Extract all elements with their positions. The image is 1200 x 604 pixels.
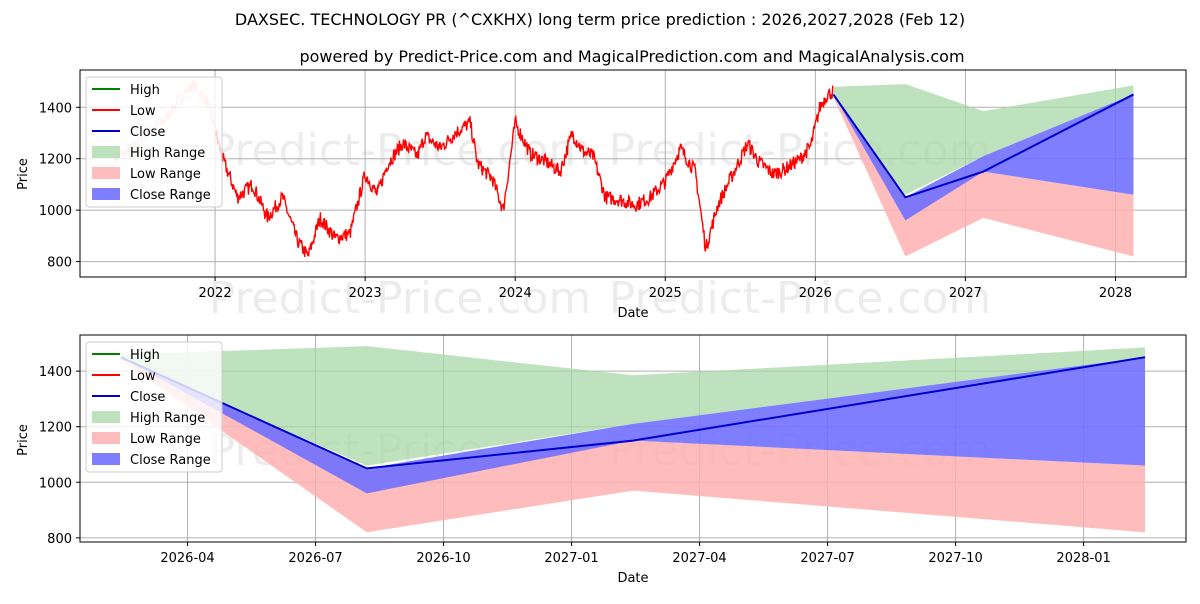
legend-swatch-patch: [92, 167, 120, 179]
x-axis-label: Date: [617, 571, 648, 586]
legend-label: Close Range: [130, 453, 211, 468]
legend-swatch-patch: [92, 411, 120, 423]
legend-label: High Range: [130, 146, 205, 161]
chart-subtitle: powered by Predict-Price.com and Magical…: [299, 47, 964, 66]
close-prediction-line: [120, 356, 1146, 470]
plot-frame: [79, 334, 1187, 543]
watermark: Predict-Price.com: [609, 273, 992, 324]
x-tick-label: 2026: [799, 286, 832, 301]
legend-label: Low: [130, 369, 156, 384]
y-axis-label: Price: [16, 158, 31, 190]
y-tick-label: 1000: [39, 476, 72, 491]
x-tick-label: 2025: [649, 286, 682, 301]
legend-label: Close Range: [130, 188, 211, 203]
y-tick-label: 1200: [39, 153, 72, 168]
bottom-panel: Predict-Price.com Predict-Price.com 2026…: [16, 334, 1187, 586]
x-tick-label: 2022: [199, 286, 232, 301]
x-tick-label: 2026-04: [160, 551, 214, 566]
x-tick-label: 2027: [949, 286, 982, 301]
legend-label: High Range: [130, 411, 205, 426]
x-tick-label: 2027-10: [928, 551, 982, 566]
legend-label: High: [130, 348, 160, 363]
y-tick-label: 1000: [39, 204, 72, 219]
x-tick-label: 2027-01: [544, 551, 598, 566]
y-tick-label: 1400: [39, 101, 72, 116]
y-tick-label: 800: [47, 256, 72, 271]
y-axis-label: Price: [16, 424, 31, 456]
legend-label: Low Range: [130, 432, 201, 447]
x-tick-label: 2026-07: [288, 551, 342, 566]
legend-label: Low: [130, 104, 156, 119]
legend-label: Close: [130, 390, 165, 405]
legend-label: Low Range: [130, 167, 201, 182]
top-panel: Predict-Price.com Predict-Price.com Pred…: [16, 69, 1187, 324]
watermark: Predict-Price.com: [209, 273, 592, 324]
x-tick-label: 2028: [1099, 286, 1132, 301]
legend-label: High: [130, 83, 160, 98]
legend-swatch-patch: [92, 453, 120, 465]
legend: High Low Close High Range Low Range Close Ran…: [85, 76, 223, 208]
y-tick-label: 1400: [39, 365, 72, 380]
high-range-band: [120, 346, 1146, 466]
axis-ticks: 2026-04 2026-07 2026-10 2027-01 2027-04 2027-…: [39, 365, 1111, 566]
x-tick-label: 2027-04: [672, 551, 726, 566]
legend-swatch-patch: [92, 146, 120, 158]
legend-label: Close: [130, 125, 165, 140]
close-range-band: [833, 94, 1134, 221]
x-tick-label: 2026-10: [416, 551, 470, 566]
data-lines: [120, 356, 1146, 470]
history-price-line: [215, 85, 834, 258]
high-range-band: [833, 84, 1134, 195]
axis-ticks: 2022 2023 2024 2025 2026 2027 2028 800 1000 1200 1…: [39, 101, 1132, 301]
x-tick-label: 2027-07: [800, 551, 854, 566]
chart-title: DAXSEC. TECHNOLOGY PR (^CXKHX) long term…: [235, 10, 965, 29]
legend-swatch-patch: [92, 432, 120, 444]
plot-frame: [79, 69, 1187, 278]
close-prediction-line: [832, 93, 1134, 199]
legend-swatch-patch: [92, 188, 120, 200]
legend: High Low Close High Range Low Range Close Ran…: [85, 341, 223, 473]
x-axis-label: Date: [617, 306, 648, 321]
range-bands: [120, 346, 1146, 533]
close-range-band: [120, 357, 1146, 494]
y-tick-label: 1200: [39, 421, 72, 436]
x-tick-label: 2023: [349, 286, 382, 301]
x-tick-label: 2024: [499, 286, 532, 301]
y-tick-label: 800: [47, 532, 72, 547]
range-bands: [833, 84, 1134, 257]
x-tick-label: 2028-01: [1056, 551, 1110, 566]
